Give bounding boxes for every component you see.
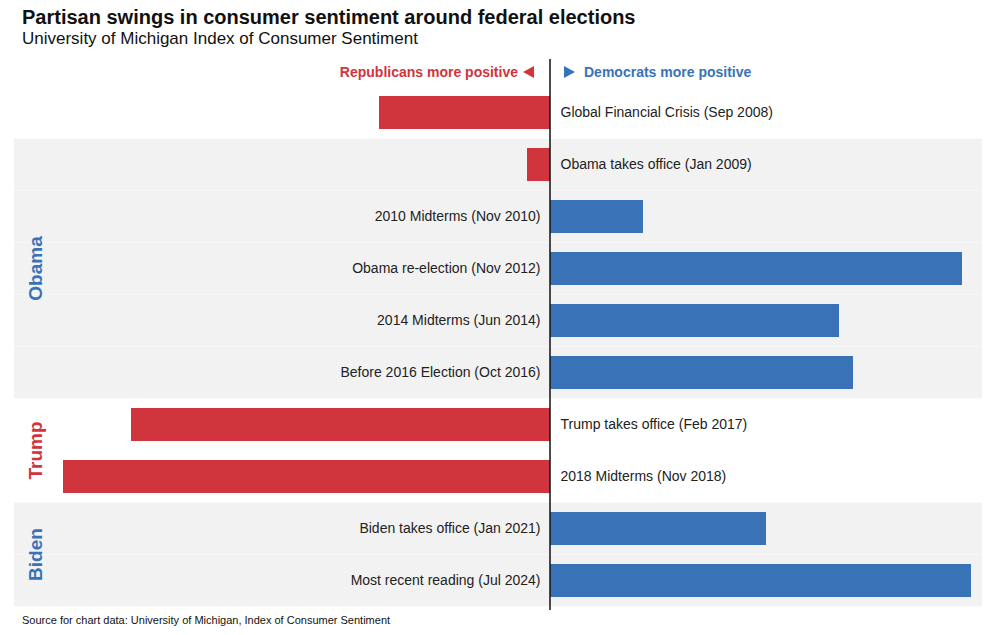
svg-text:Democrats more positive: Democrats more positive — [584, 64, 751, 80]
svg-text:Biden: Biden — [25, 528, 46, 581]
html-text:Source for chart data: Univers: Source for chart data: University of Mic… — [22, 614, 391, 626]
svg-text:Obama: Obama — [25, 236, 46, 301]
svg-text:Most recent reading (Jul 2024): Most recent reading (Jul 2024) — [351, 572, 541, 588]
html-text:Partisan swings in consumer se: Partisan swings in consumer sentiment ar… — [22, 6, 636, 28]
svg-text:Republicans more positive: Republicans more positive — [340, 64, 518, 80]
svg-text:Obama takes office (Jan 2009): Obama takes office (Jan 2009) — [561, 156, 752, 172]
svg-text:Trump: Trump — [25, 421, 46, 479]
svg-text:2010 Midterms (Nov 2010): 2010 Midterms (Nov 2010) — [375, 208, 541, 224]
svg-text:Biden takes office (Jan 2021): Biden takes office (Jan 2021) — [359, 520, 540, 536]
svg-text:2018 Midterms (Nov 2018): 2018 Midterms (Nov 2018) — [561, 468, 727, 484]
svg-text:Global Financial Crisis (Sep 2: Global Financial Crisis (Sep 2008) — [561, 104, 773, 120]
svg-text:2014 Midterms (Jun 2014): 2014 Midterms (Jun 2014) — [377, 312, 540, 328]
svg-text:Before 2016 Election (Oct 2016: Before 2016 Election (Oct 2016) — [340, 364, 540, 380]
html-text:University of Michigan Index o: University of Michigan Index of Consumer… — [22, 29, 418, 48]
svg-text:Obama re-election (Nov 2012): Obama re-election (Nov 2012) — [352, 260, 540, 276]
svg-text:Trump takes office (Feb 2017): Trump takes office (Feb 2017) — [561, 416, 748, 432]
